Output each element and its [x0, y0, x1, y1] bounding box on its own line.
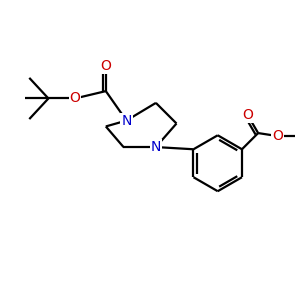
- Text: O: O: [70, 92, 80, 106]
- Text: N: N: [151, 140, 161, 154]
- Text: O: O: [272, 129, 283, 143]
- Text: O: O: [242, 108, 253, 122]
- Text: N: N: [121, 114, 132, 128]
- Text: O: O: [100, 59, 111, 73]
